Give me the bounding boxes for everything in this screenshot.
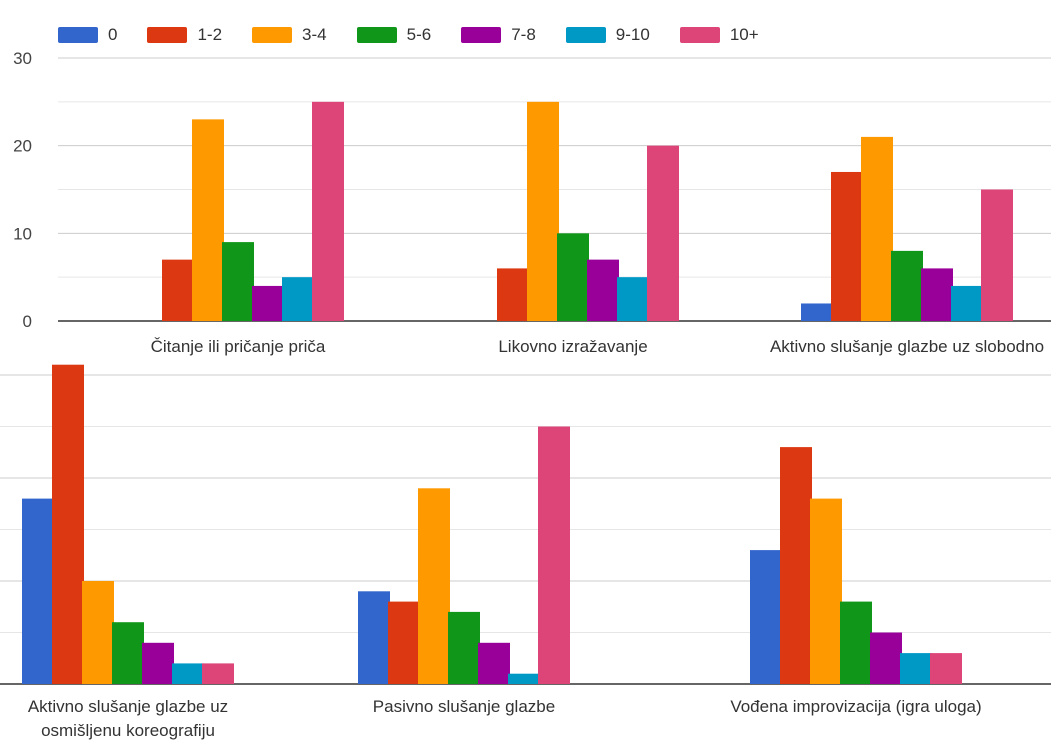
legend-item: 10+ bbox=[679, 25, 759, 45]
bar bbox=[172, 663, 204, 684]
bar bbox=[921, 268, 953, 321]
legend-label: 5-6 bbox=[406, 25, 432, 44]
category-label: Pasivno slušanje glazbe bbox=[373, 697, 555, 716]
legend-item: 0 bbox=[58, 25, 117, 45]
bar bbox=[891, 250, 923, 321]
y-tick-label: 10 bbox=[13, 224, 32, 243]
bar bbox=[162, 259, 194, 321]
category-label: Likovno izražavanje bbox=[498, 337, 647, 356]
bar bbox=[617, 277, 649, 321]
bar bbox=[497, 268, 529, 321]
y-tick-label: 0 bbox=[23, 312, 32, 331]
legend-label: 1-2 bbox=[197, 25, 223, 44]
legend-swatch bbox=[356, 27, 397, 43]
bar bbox=[981, 189, 1013, 321]
category-label: Aktivno slušanje glazbe uz slobodno bbox=[770, 337, 1044, 356]
legend-item: 7-8 bbox=[461, 25, 536, 45]
bar bbox=[870, 632, 902, 684]
category-label: Vođena improvizacija (igra uloga) bbox=[730, 697, 981, 716]
bar bbox=[538, 426, 570, 684]
bar bbox=[202, 663, 234, 684]
bar bbox=[557, 233, 589, 321]
bar bbox=[810, 498, 842, 684]
bar bbox=[252, 285, 284, 321]
legend-item: 9-10 bbox=[565, 25, 650, 45]
legend-label: 3-4 bbox=[302, 25, 327, 44]
chart-legend: 0 1-2 3-4 5-6 7-8 9-10 10+ bbox=[58, 24, 789, 46]
bar bbox=[801, 303, 833, 321]
bar bbox=[478, 642, 510, 684]
legend-item: 5-6 bbox=[356, 25, 432, 45]
bar bbox=[282, 277, 314, 321]
bar bbox=[750, 550, 782, 684]
category-label: Aktivno slušanje glazbe uz bbox=[28, 697, 228, 716]
bar bbox=[527, 101, 559, 321]
bar bbox=[448, 611, 480, 684]
bar bbox=[222, 242, 254, 321]
legend-swatch bbox=[58, 27, 98, 43]
legend-swatch bbox=[679, 27, 720, 43]
bar bbox=[861, 136, 893, 321]
bar bbox=[52, 364, 84, 684]
bar bbox=[508, 673, 540, 684]
legend-label: 0 bbox=[108, 25, 118, 44]
bar bbox=[418, 488, 450, 684]
legend-label: 10+ bbox=[729, 25, 759, 44]
category-label: Čitanje ili pričanje priča bbox=[151, 337, 326, 356]
legend-swatch bbox=[565, 27, 606, 43]
bar bbox=[22, 498, 54, 684]
bar bbox=[840, 601, 872, 684]
y-tick-label: 30 bbox=[13, 49, 32, 68]
bar bbox=[388, 601, 420, 684]
legend-item: 1-2 bbox=[147, 25, 222, 45]
bar bbox=[312, 101, 344, 321]
legend-swatch bbox=[252, 27, 293, 43]
bar bbox=[82, 581, 114, 684]
legend-label: 9-10 bbox=[615, 25, 650, 44]
legend-swatch bbox=[461, 27, 502, 43]
bar bbox=[951, 285, 983, 321]
bar bbox=[780, 447, 812, 684]
bar bbox=[647, 145, 679, 321]
legend-item: 3-4 bbox=[252, 25, 327, 45]
bar bbox=[358, 591, 390, 684]
bar bbox=[112, 622, 144, 684]
bar bbox=[900, 653, 932, 684]
legend-label: 7-8 bbox=[511, 25, 536, 44]
bar bbox=[192, 119, 224, 321]
category-label: osmišljenu koreografiju bbox=[41, 721, 215, 740]
bar bbox=[831, 171, 863, 321]
bar bbox=[587, 259, 619, 321]
legend-swatch bbox=[147, 27, 188, 43]
bar bbox=[142, 642, 174, 684]
y-tick-label: 20 bbox=[13, 137, 32, 156]
bar bbox=[930, 653, 962, 684]
